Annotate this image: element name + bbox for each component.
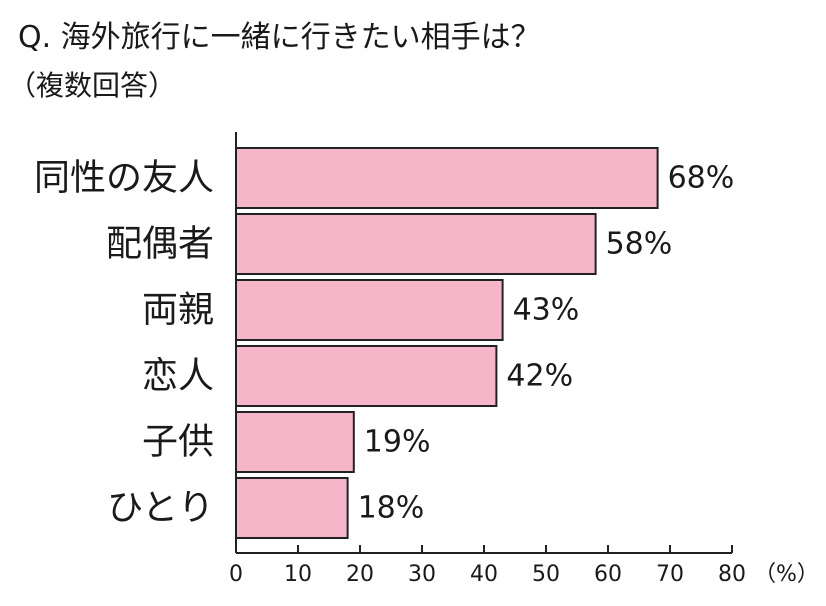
bar-5	[235, 477, 349, 539]
value-label-4: 19%	[364, 425, 431, 460]
x-tick-label-2: 20	[346, 562, 374, 587]
bars-group	[235, 147, 659, 539]
category-label-3: 恋人	[142, 356, 214, 397]
category-label-1: 配偶者	[106, 224, 214, 265]
x-tick-label-6: 60	[594, 562, 622, 587]
chart-title: Q. 海外旅行に一緒に行きたい相手は？	[18, 20, 541, 55]
value-label-1: 58%	[606, 227, 673, 262]
x-unit-label: （%）	[754, 562, 819, 587]
labels-group: 同性の友人 68% 配偶者 58% 両親 43% 恋人 42% 子供 19% ひとり 18%	[34, 158, 734, 529]
x-tick-label-1: 10	[284, 562, 312, 587]
x-tick-label-5: 50	[532, 562, 560, 587]
category-label-2: 両親	[142, 290, 214, 331]
bar-3	[235, 345, 498, 407]
bar-0	[235, 147, 659, 209]
category-label-4: 子供	[142, 422, 214, 463]
x-tick-label-4: 40	[470, 562, 498, 587]
value-label-2: 43%	[513, 293, 580, 328]
category-label-5: ひとり	[107, 488, 214, 529]
x-tick-label-3: 30	[408, 562, 436, 587]
x-tick-label-8: 80	[718, 562, 746, 587]
value-label-3: 42%	[506, 359, 573, 394]
x-tick-label-0: 0	[229, 562, 243, 587]
bar-1	[235, 213, 597, 275]
chart-subtitle: （複数回答）	[8, 69, 177, 102]
value-label-5: 18%	[358, 491, 425, 526]
value-label-0: 68%	[668, 161, 735, 196]
category-label-0: 同性の友人	[34, 158, 214, 199]
x-tick-label-7: 70	[656, 562, 684, 587]
x-axis: 0 10 20 30 40 50 60 70 80 （%）	[229, 132, 819, 587]
bar-4	[235, 411, 355, 473]
bar-2	[235, 279, 504, 341]
